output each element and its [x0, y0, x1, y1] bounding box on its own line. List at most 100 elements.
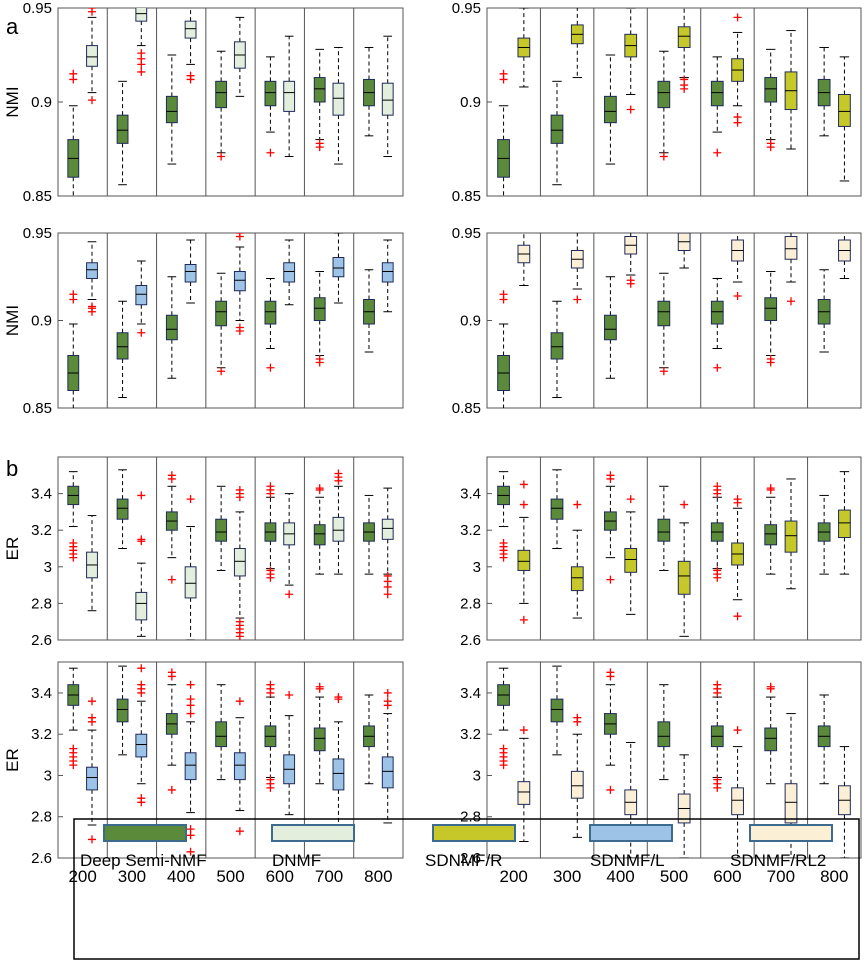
box-body	[624, 548, 638, 573]
y-tick-label: 0.85	[23, 400, 52, 417]
y-tick-label: 3.4	[460, 486, 481, 503]
outlier-marker	[766, 355, 775, 363]
box-sdnmf-l-600	[283, 691, 296, 816]
box-sdnmf-l-800	[381, 239, 394, 313]
box-sdnmf-rl2-200	[517, 726, 531, 842]
outlier-marker	[519, 726, 528, 735]
x-tick-label: 600	[713, 867, 741, 886]
box-sdnmf-rl2-300	[570, 713, 584, 838]
box-body	[381, 82, 394, 116]
outlier-marker	[137, 664, 146, 673]
box-sdnmf-l-300	[135, 664, 148, 807]
x-axis-tick-labels: 200 300 400 500 600 700 800 200 300 400 500 600 700 8…	[68, 867, 848, 886]
box-body	[550, 332, 564, 360]
y-tick-label: 0.85	[23, 188, 52, 205]
box-deep-semi-nmf-400	[165, 276, 178, 379]
box-deep-semi-nmf-200	[67, 69, 80, 196]
box-body	[381, 262, 394, 283]
subplot-5: 2.6 2.8 3 3.2 3.4 ER	[3, 456, 404, 649]
outlier-marker	[315, 355, 324, 363]
box-body	[570, 566, 584, 592]
box-sdnmf-rl2-300	[570, 233, 584, 304]
y-tick-label: 3.2	[31, 726, 52, 743]
outlier-marker	[383, 697, 392, 706]
box-body	[381, 518, 394, 540]
box-body	[604, 95, 617, 124]
outlier-marker	[626, 105, 635, 114]
box-deep-semi-nmf-400	[165, 668, 178, 794]
y-tick-label: 3	[473, 559, 481, 576]
box-deep-semi-nmf-200	[497, 667, 510, 770]
outlier-marker	[334, 469, 343, 478]
box-body	[332, 516, 345, 542]
outlier-marker	[606, 785, 615, 794]
box-body	[184, 20, 197, 39]
box-deep-semi-nmf-400	[165, 54, 178, 165]
outlier-marker	[137, 49, 146, 58]
box-deep-semi-nmf-600	[710, 482, 724, 582]
box-body	[332, 758, 345, 791]
box-body	[677, 560, 691, 595]
box-sdnmf-r-400	[624, 8, 638, 114]
box-sdnmf-rl2-600	[731, 233, 744, 300]
box-body	[710, 300, 724, 325]
outlier-marker	[235, 485, 244, 494]
box-deep-semi-nmf-500	[657, 272, 671, 376]
box-body	[657, 80, 671, 109]
box-sdnmf-rl2-800	[838, 746, 851, 858]
outlier-marker	[626, 276, 635, 285]
box-sdnmf-l-600	[283, 239, 296, 306]
box-deep-semi-nmf-800	[363, 694, 375, 785]
box-body	[550, 114, 564, 144]
outlier-marker	[334, 693, 343, 702]
box-deep-semi-nmf-600	[264, 56, 277, 157]
box-dnmf-600	[283, 493, 296, 599]
outlier-marker	[186, 847, 195, 856]
y-tick-label: 0.9	[31, 94, 52, 111]
outlier-marker	[69, 69, 78, 78]
box-dnmf-500	[233, 485, 246, 640]
box-sdnmf-l-300	[135, 260, 148, 337]
box-sdnmf-r-700	[784, 478, 798, 590]
legend-label: DNMF	[272, 851, 321, 870]
box-deep-semi-nmf-600	[710, 56, 724, 157]
outlier-marker	[186, 71, 195, 80]
box-body	[764, 727, 778, 752]
box-body	[784, 520, 798, 553]
box-sdnmf-rl2-200	[517, 233, 531, 286]
box-body	[264, 300, 277, 325]
y-tick-label: 2.6	[31, 632, 52, 649]
y-tick-label: 2.8	[460, 595, 481, 612]
subplot-6: 2.6 2.8 3 3.2 3.4	[460, 456, 862, 649]
y-tick-label: 3.4	[460, 685, 481, 702]
box-body	[784, 236, 798, 260]
box-body	[165, 95, 178, 124]
box-dnmf-400	[184, 8, 197, 84]
outlier-marker	[266, 482, 275, 491]
outlier-marker	[167, 575, 176, 584]
box-body	[86, 45, 98, 67]
y-tick-label: 3.2	[460, 726, 481, 743]
outlier-marker	[137, 67, 146, 76]
y-axis-label: ER	[3, 537, 22, 561]
x-tick-label: 300	[553, 867, 581, 886]
outlier-marker	[626, 495, 635, 504]
y-axis-label: NMI	[3, 86, 22, 117]
x-tick-label: 800	[820, 867, 848, 886]
box-body	[184, 264, 197, 283]
box-body	[184, 752, 197, 781]
legend-label: Deep Semi-NMF	[80, 851, 207, 870]
box-deep-semi-nmf-300	[116, 300, 129, 398]
box-deep-semi-nmf-600	[264, 680, 277, 792]
box-body	[517, 549, 531, 571]
y-axis-label: NMI	[3, 305, 22, 336]
outlier-marker	[733, 113, 742, 122]
subplot-1: 0.85 0.9 0.95 NMI	[3, 0, 404, 205]
outlier-marker	[766, 682, 775, 691]
y-tick-label: 0.9	[460, 94, 481, 111]
box-body	[283, 80, 296, 112]
legend: Deep Semi-NMF DNMF SDNMF/R SDNMF/L SDNMF/RL2	[73, 818, 860, 960]
outlier-marker	[186, 825, 195, 834]
outlier-marker	[137, 680, 146, 689]
